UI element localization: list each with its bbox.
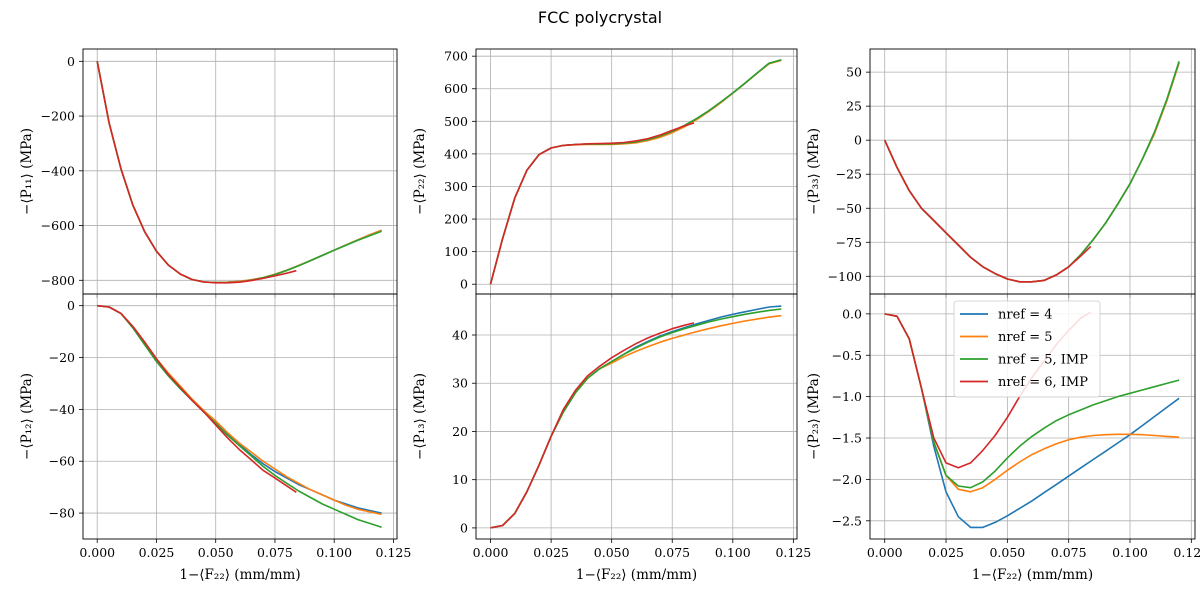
y-tick-label: −800 [41,273,75,288]
y-axis-label: −⟨P₁₁⟩ (MPa) [19,128,35,215]
x-tick-label: 0.125 [1173,545,1200,560]
panel-p23: 0.000 0.025 0.050 0.075 0.100 0.125 0.0 −0.5 −1.… [806,293,1200,583]
x-tick-label: 0.050 [594,545,630,560]
y-tick-label: −1.0 [832,389,862,404]
legend-label-n5: nref = 5 [998,330,1053,345]
y-tick-label: −2.0 [832,472,862,487]
x-tick-label: 0.025 [533,545,569,560]
series-line-n5 [96,61,382,284]
x-tick-label: 0.075 [257,545,293,560]
series-line-n6imp [490,322,695,529]
y-tick-label: 600 [444,81,468,96]
y-tick-label: 30 [452,376,468,391]
panel-p11: 0 −200 −400 −600 −800 −⟨P₁₁⟩ (MPa) [19,48,398,298]
y-tick-label: −600 [41,218,75,233]
axes-frame [869,293,1196,540]
series-line-n6imp [489,122,695,285]
y-axis-label: −⟨P₁₃⟩ (MPa) [412,373,428,460]
panel-p33: 50 25 0 −25 −50 −75 −100 −⟨P₃₃⟩ (MPa) [806,48,1196,298]
series-line-n5imp [97,304,382,529]
y-tick-label: 20 [452,424,468,439]
series-line-n5imp [883,61,1180,283]
x-axis-label: 1−⟨F₂₂⟩ (mm/mm) [576,567,697,583]
y-tick-label: 10 [452,472,468,487]
y-tick-label: 50 [846,65,862,80]
series-line-n6imp [96,61,297,284]
y-tick-label: 100 [444,244,468,259]
y-tick-label: −50 [836,201,862,216]
y-tick-label: 0 [460,277,468,292]
x-tick-label: 0.100 [1112,545,1148,560]
series-line-n4 [489,59,782,285]
y-tick-label: −25 [836,167,862,182]
figure-title: FCC polycrystal [537,8,663,27]
y-tick-label: −40 [49,402,75,417]
y-tick-label: −60 [49,454,75,469]
x-tick-label: 0.000 [473,545,509,560]
y-axis-label: −⟨P₃₃⟩ (MPa) [806,128,822,215]
y-tick-label: −80 [49,506,75,521]
y-tick-label: 0 [854,133,862,148]
x-tick-label: 0.000 [867,545,903,560]
series-line-n5imp [884,313,1180,489]
x-tick-label: 0.100 [715,545,751,560]
y-tick-label: 500 [444,114,468,129]
x-tick-label: 0.000 [79,545,115,560]
series-line-n5imp [489,59,782,285]
legend: nref = 4 nref = 5 nref = 5, IMP nref = 6, I… [953,300,1101,398]
axes-frame [869,48,1196,295]
y-tick-label: 400 [444,146,468,161]
x-tick-label: 0.125 [775,545,811,560]
y-tick-label: 200 [444,212,468,227]
series-line-n5imp [96,61,382,284]
x-tick-label: 0.075 [654,545,690,560]
x-tick-label: 0.050 [989,545,1025,560]
x-tick-label: 0.025 [139,545,175,560]
axes-frame [82,48,398,295]
y-tick-label: −1.5 [832,431,862,446]
y-tick-label: −100 [828,269,862,284]
y-tick-label: −20 [49,350,75,365]
y-tick-label: 700 [444,49,468,64]
y-tick-label: −2.5 [832,513,862,528]
y-tick-label: 40 [452,327,468,342]
axes-frame [475,48,798,295]
y-tick-label: 25 [846,99,862,114]
x-tick-label: 0.075 [1051,545,1087,560]
series-line-n4 [96,61,382,284]
y-tick-label: 0.0 [842,306,862,321]
series-line-n4 [490,305,782,529]
legend-label-n4: nref = 4 [998,308,1053,323]
legend-label-n5imp: nref = 5, IMP [998,353,1088,368]
series-line-n5 [489,59,782,285]
legend-label-n6imp: nref = 6, IMP [998,375,1088,390]
x-axis-label: 1−⟨F₂₂⟩ (mm/mm) [179,567,300,583]
y-axis-label: −⟨P₂₃⟩ (MPa) [806,373,822,460]
x-axis-label: 1−⟨F₂₂⟩ (mm/mm) [972,567,1093,583]
y-tick-label: −0.5 [832,348,862,363]
y-tick-label: 0 [460,520,468,535]
panel-p22: 0 100 200 300 400 500 600 700 −⟨P₂₂⟩ (MPa) [412,48,798,298]
panel-p12: 0.000 0.025 0.050 0.075 0.100 0.125 0 −20 −40 −60… [19,293,412,583]
panel-p13: 0.000 0.025 0.050 0.075 0.100 0.125 0 10 20 30 40 −… [412,293,811,583]
x-tick-label: 0.100 [316,545,352,560]
x-tick-label: 0.050 [198,545,234,560]
legend-box [953,300,1101,398]
series-line-n5imp [490,308,782,529]
series-line-n6imp [97,304,297,493]
x-tick-label: 0.125 [376,545,412,560]
y-axis-label: −⟨P₂₂⟩ (MPa) [412,128,428,215]
axes-frame [82,293,398,540]
y-tick-label: −200 [41,109,75,124]
y-tick-label: 0 [67,54,75,69]
series-line-n6imp [883,139,1092,283]
y-tick-label: −400 [41,163,75,178]
y-tick-label: 300 [444,179,468,194]
y-axis-label: −⟨P₁₂⟩ (MPa) [19,373,35,460]
axes-frame [475,293,798,540]
y-tick-label: 0 [67,298,75,313]
x-tick-label: 0.025 [928,545,964,560]
y-tick-label: −75 [836,235,862,250]
